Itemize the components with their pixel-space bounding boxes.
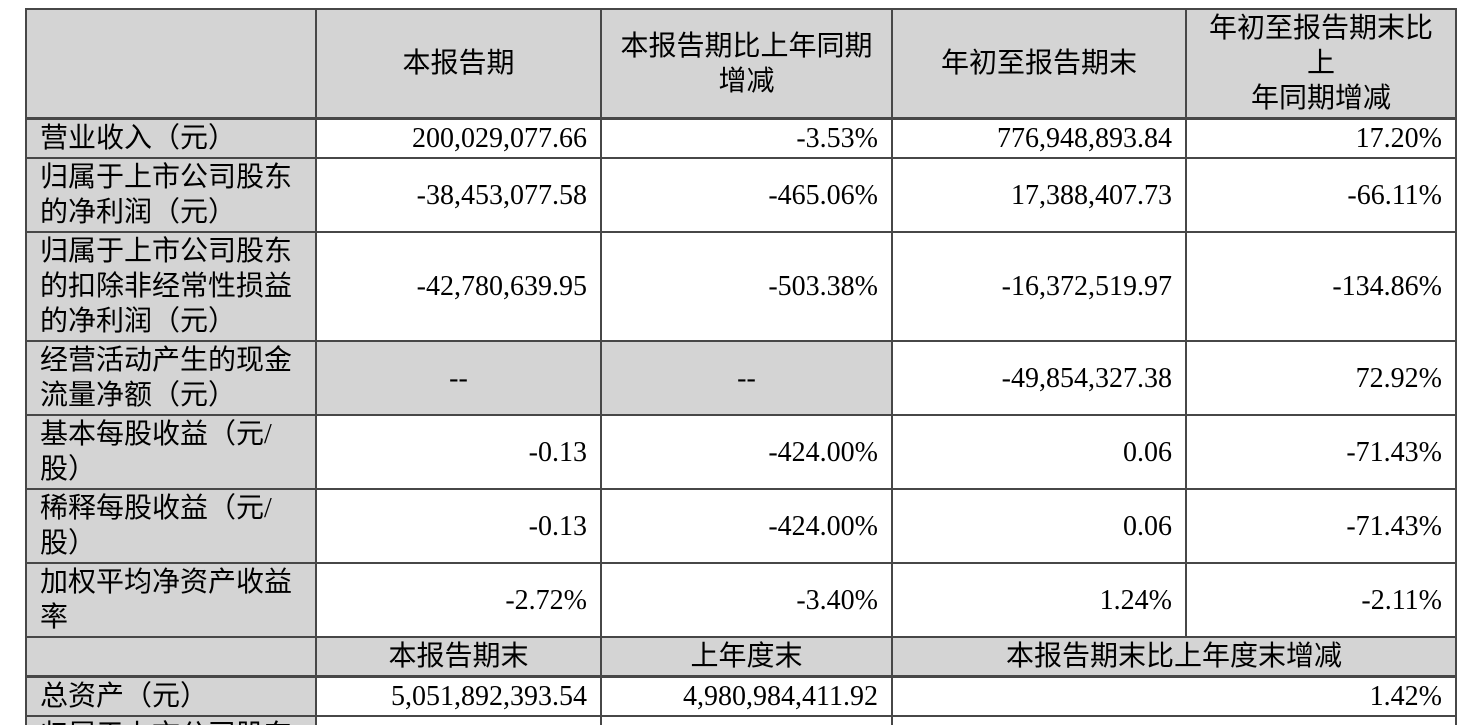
cell-value: -465.06% — [600, 157, 893, 233]
cell-value: 1,371,836,340.10 — [315, 715, 602, 725]
row-label: 加权平均净资产收益 率 — [25, 562, 317, 638]
cell-value: -3.40% — [600, 562, 893, 638]
header-current-period: 本报告期 — [315, 8, 602, 120]
row-label: 经营活动产生的现金 流量净额（元） — [25, 340, 317, 416]
header-row-period: 本报告期 本报告期比上年同期 增减 年初至报告期末 年初至报告期末比上 年同期增… — [25, 8, 1457, 120]
header-corner-cell — [25, 8, 317, 120]
cell-value: 0.06 — [891, 488, 1187, 564]
row-diluted-eps: 稀释每股收益（元/ 股） -0.13 -424.00% 0.06 -71.43% — [25, 488, 1457, 564]
cell-value: -503.38% — [600, 231, 893, 342]
cell-value: -42,780,639.95 — [315, 231, 602, 342]
header-ytd-yoy-change: 年初至报告期末比上 年同期增减 — [1185, 8, 1457, 120]
row-net-profit: 归属于上市公司股东 的净利润（元） -38,453,077.58 -465.06… — [25, 157, 1457, 233]
cell-value: -71.43% — [1185, 414, 1457, 490]
cell-value: -2.11% — [1185, 562, 1457, 638]
cell-value: 5,051,892,393.54 — [315, 675, 602, 717]
cell-value: -49,854,327.38 — [891, 340, 1187, 416]
cell-value: 776,948,893.84 — [891, 117, 1187, 159]
header-yoy-change: 本报告期比上年同期 增减 — [600, 8, 893, 120]
row-label: 稀释每股收益（元/ 股） — [25, 488, 317, 564]
row-basic-eps: 基本每股收益（元/ 股） -0.13 -424.00% 0.06 -71.43% — [25, 414, 1457, 490]
row-label: 归属于上市公司股东 的扣除非经常性损益 的净利润（元） — [25, 231, 317, 342]
cell-value: 1,431,266,861.60 — [600, 715, 893, 725]
cell-value: 200,029,077.66 — [315, 117, 602, 159]
cell-value: -0.13 — [315, 488, 602, 564]
row-label: 基本每股收益（元/ 股） — [25, 414, 317, 490]
row-equity-attributable-to-shareholders: 归属于上市公司股东 的所有者权益（元） 1,371,836,340.10 1,4… — [25, 715, 1457, 725]
row-label: 归属于上市公司股东 的所有者权益（元） — [25, 715, 317, 725]
cell-value: -3.53% — [600, 117, 893, 159]
cell-value: 0.06 — [891, 414, 1187, 490]
cell-value: -134.86% — [1185, 231, 1457, 342]
row-operating-revenue: 营业收入（元） 200,029,077.66 -3.53% 776,948,89… — [25, 117, 1457, 159]
header-change-vs-prior-year-end: 本报告期末比上年度末增减 — [891, 636, 1457, 678]
header-corner-cell — [25, 636, 317, 678]
cell-value: -2.72% — [315, 562, 602, 638]
row-weighted-avg-roe: 加权平均净资产收益 率 -2.72% -3.40% 1.24% -2.11% — [25, 562, 1457, 638]
row-label: 营业收入（元） — [25, 117, 317, 159]
cell-value: -4.15% — [891, 715, 1457, 725]
cell-placeholder: -- — [315, 340, 602, 416]
cell-value: -0.13 — [315, 414, 602, 490]
cell-value: -71.43% — [1185, 488, 1457, 564]
header-row-period-end: 本报告期末 上年度末 本报告期末比上年度末增减 — [25, 636, 1457, 678]
header-ytd: 年初至报告期末 — [891, 8, 1187, 120]
row-label: 归属于上市公司股东 的净利润（元） — [25, 157, 317, 233]
header-period-end: 本报告期末 — [315, 636, 602, 678]
financial-summary-table: 本报告期 本报告期比上年同期 增减 年初至报告期末 年初至报告期末比上 年同期增… — [25, 8, 1457, 725]
cell-value: -38,453,077.58 — [315, 157, 602, 233]
row-operating-cash-flow: 经营活动产生的现金 流量净额（元） -- -- -49,854,327.38 7… — [25, 340, 1457, 416]
cell-value: 17,388,407.73 — [891, 157, 1187, 233]
cell-value: 4,980,984,411.92 — [600, 675, 893, 717]
cell-value: 1.42% — [891, 675, 1457, 717]
cell-value: -424.00% — [600, 488, 893, 564]
cell-value: -16,372,519.97 — [891, 231, 1187, 342]
cell-value: 1.24% — [891, 562, 1187, 638]
header-prior-year-end: 上年度末 — [600, 636, 893, 678]
row-label: 总资产（元） — [25, 675, 317, 717]
cell-value: 72.92% — [1185, 340, 1457, 416]
row-net-profit-excl-nonrecurring: 归属于上市公司股东 的扣除非经常性损益 的净利润（元） -42,780,639.… — [25, 231, 1457, 342]
cell-value: -424.00% — [600, 414, 893, 490]
cell-value: -66.11% — [1185, 157, 1457, 233]
cell-value: 17.20% — [1185, 117, 1457, 159]
row-total-assets: 总资产（元） 5,051,892,393.54 4,980,984,411.92… — [25, 675, 1457, 717]
cell-placeholder: -- — [600, 340, 893, 416]
